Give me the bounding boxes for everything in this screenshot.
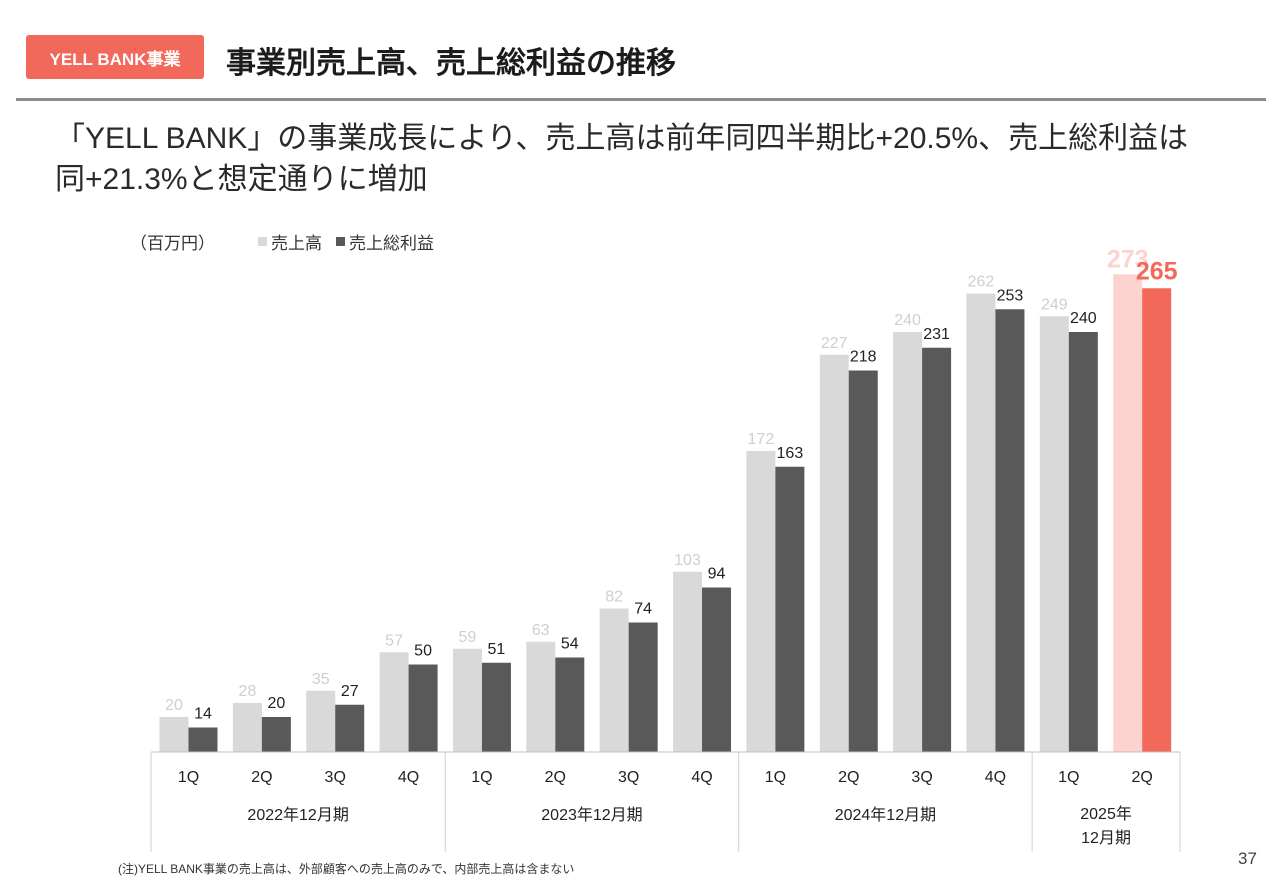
category-tick-label: 2Q (1132, 769, 1153, 786)
group-label: 2022年12月期 (247, 806, 348, 824)
group-label: 2023年12月期 (541, 806, 642, 824)
gross-profit-value-label: 163 (777, 445, 804, 462)
gross-profit-bar (335, 704, 365, 752)
legend-swatch-gross-profit (336, 237, 345, 246)
gross-profit-value-label: 27 (341, 683, 359, 700)
sales-value-label: 172 (748, 431, 775, 448)
page-number: 37 (1238, 849, 1257, 868)
legend-item-sales: 売上高 (258, 229, 322, 254)
sales-value-label: 249 (1041, 296, 1068, 313)
gross-profit-value-label: 231 (923, 326, 950, 343)
sales-bar (1039, 316, 1069, 752)
sales-value-label: 59 (459, 629, 477, 646)
gross-profit-value-label: 20 (267, 695, 285, 712)
sales-value-label: 262 (968, 274, 995, 291)
sales-bar (306, 690, 336, 752)
category-tick-label: 3Q (325, 769, 346, 786)
gross-profit-value-label: 265 (1136, 257, 1178, 285)
legend-label-sales: 売上高 (271, 234, 322, 253)
category-tick-label: 3Q (618, 769, 639, 786)
section-badge: YELL BANK事業 (26, 35, 204, 79)
gross-profit-value-label: 50 (414, 643, 432, 660)
category-tick-label: 2Q (838, 769, 859, 786)
category-tick-label: 1Q (471, 769, 492, 786)
sales-bar (893, 332, 923, 752)
legend-swatch-sales (258, 237, 267, 246)
sales-value-label: 82 (605, 589, 623, 606)
gross-profit-bar (555, 657, 585, 752)
gross-profit-bar (995, 309, 1025, 752)
category-tick-label: 1Q (765, 769, 786, 786)
gross-profit-value-label: 51 (488, 641, 506, 658)
gross-profit-bar (628, 622, 658, 752)
gross-profit-value-label: 74 (634, 601, 652, 618)
unit-label: （百万円） (130, 234, 215, 253)
headline-line-1: 「YELL BANK」の事業成長により、売上高は前年同四半期比+20.5%、売上… (55, 122, 1189, 155)
sales-bar (819, 354, 849, 752)
gross-profit-bar (848, 370, 878, 752)
gross-profit-bar (188, 727, 218, 752)
category-tick-label: 1Q (178, 769, 199, 786)
sales-value-label: 63 (532, 622, 550, 639)
sales-value-label: 20 (165, 697, 183, 714)
footnote: (注)YELL BANK事業の売上高は、外部顧客への売上高のみで、内部売上高は含… (118, 862, 575, 876)
gross-profit-value-label: 14 (194, 706, 212, 723)
sales-value-label: 28 (238, 683, 256, 700)
category-tick-label: 4Q (985, 769, 1006, 786)
gross-profit-bar (702, 587, 732, 752)
chart-legend: 売上高 売上総利益 (258, 229, 434, 254)
gross-profit-bar (481, 662, 511, 752)
gross-profit-value-label: 253 (997, 287, 1024, 304)
gross-profit-bar (261, 717, 291, 752)
sales-bar (526, 641, 556, 752)
headline: 「YELL BANK」の事業成長により、売上高は前年同四半期比+20.5%、売上… (55, 118, 1255, 200)
gross-profit-value-label: 54 (561, 636, 579, 653)
gross-profit-value-label: 240 (1070, 310, 1097, 327)
category-tick-label: 2Q (545, 769, 566, 786)
legend-label-gross-profit: 売上総利益 (349, 234, 434, 253)
sales-bar (599, 608, 629, 752)
gross-profit-bar (922, 347, 952, 752)
sales-bar (452, 648, 482, 752)
category-tick-label: 3Q (911, 769, 932, 786)
category-tick-label: 2Q (251, 769, 272, 786)
group-label: 2025年 12月期 (1080, 805, 1132, 847)
gross-profit-bar (1068, 332, 1098, 752)
gross-profit-bar (408, 664, 438, 752)
gross-profit-bar (1142, 288, 1172, 752)
category-tick-label: 4Q (398, 769, 419, 786)
sales-bar (159, 717, 189, 752)
sales-value-label: 240 (894, 312, 921, 329)
sales-bar (673, 571, 703, 752)
title-divider (16, 98, 1266, 101)
sales-bar (966, 293, 996, 752)
category-tick-label: 1Q (1058, 769, 1079, 786)
sales-value-label: 273 (1107, 245, 1149, 273)
legend-item-gross-profit: 売上総利益 (336, 229, 434, 254)
gross-profit-bar (775, 466, 805, 752)
headline-line-2: 同+21.3%と想定通りに増加 (55, 163, 428, 196)
sales-value-label: 227 (821, 335, 848, 352)
group-label: 2024年12月期 (835, 806, 936, 824)
sales-value-label: 57 (385, 632, 403, 649)
gross-profit-value-label: 94 (708, 566, 726, 583)
sales-value-label: 103 (674, 552, 701, 569)
category-tick-label: 4Q (691, 769, 712, 786)
sales-value-label: 35 (312, 671, 330, 688)
sales-bar (232, 703, 262, 752)
gross-profit-value-label: 218 (850, 349, 877, 366)
page-title: 事業別売上高、売上総利益の推移 (226, 47, 676, 80)
sales-bar (746, 451, 776, 752)
sales-bar (379, 652, 409, 752)
sales-bar (1113, 274, 1143, 752)
